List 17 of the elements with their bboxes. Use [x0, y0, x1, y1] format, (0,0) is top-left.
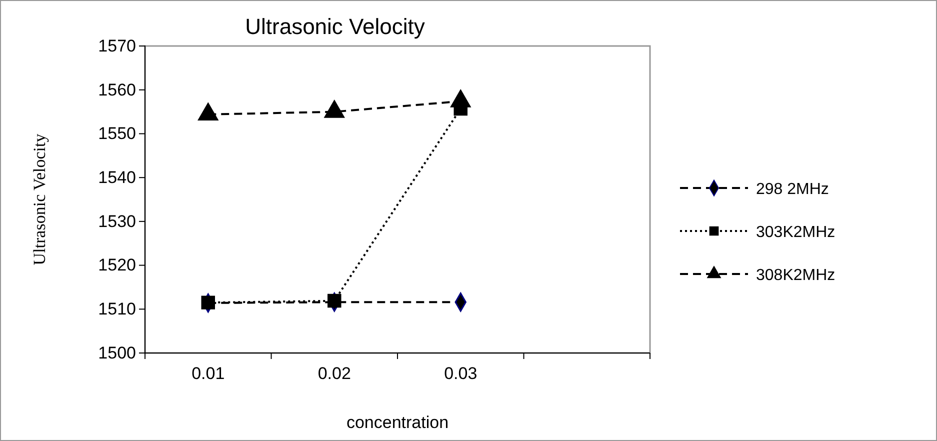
x-axis-title: concentration — [346, 413, 449, 432]
y-tick-label: 1510 — [98, 300, 136, 319]
x-tick-label: 0.01 — [192, 364, 225, 384]
legend-label: 308K2MHz — [756, 267, 836, 284]
x-tick-label: 0.03 — [444, 364, 478, 384]
y-tick-label: 1570 — [98, 36, 136, 56]
x-tick-label: 0.02 — [318, 364, 351, 384]
y-tick-label: 1530 — [98, 212, 136, 231]
chart-title: Ultrasonic Velocity — [245, 14, 425, 39]
y-tick-label: 1520 — [98, 256, 136, 275]
y-axis-title: Ultrasonic Velocity — [30, 133, 49, 266]
y-tick-label: 1550 — [98, 124, 136, 144]
y-tick-label: 1560 — [98, 80, 136, 100]
y-tick-label: 1500 — [98, 343, 136, 362]
y-tick-label: 1540 — [98, 168, 136, 188]
legend-label: 303K2MHz — [756, 224, 836, 241]
legend-label: 298 2MHz — [756, 181, 829, 198]
